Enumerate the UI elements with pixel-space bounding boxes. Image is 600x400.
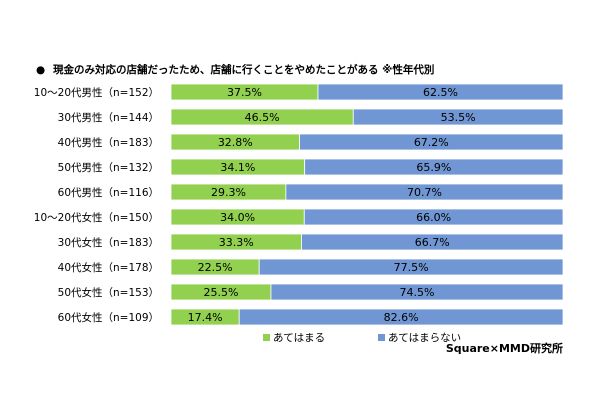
data-label: 22.5% [198, 261, 233, 274]
legend: あてはまる あてはまらない [263, 332, 461, 344]
data-label: 34.0% [220, 211, 255, 224]
source-credit: Square×MMD研究所 [446, 341, 563, 355]
data-label: 29.3% [211, 186, 246, 199]
bars-layer: 10～20代男性（n=152） 37.5% 62.5% 30代男性（n=144） 46.… [34, 83, 564, 326]
chart-title: 現金のみ対応の店舗だったため、店舗に行くことをやめたことがある ※性年代別 [53, 63, 434, 76]
category-label: 60代女性（n=109） [58, 311, 159, 324]
bar-segment [299, 133, 564, 151]
legend-swatch [263, 334, 270, 341]
category-label: 10～20代男性（n=152） [34, 86, 159, 99]
category-label: 30代女性（n=183） [58, 236, 159, 249]
data-label: 25.5% [204, 286, 239, 299]
data-label: 53.5% [441, 111, 476, 124]
bar-segment [258, 258, 564, 276]
title-bullet: ● [36, 64, 45, 76]
data-label: 77.5% [394, 261, 429, 274]
category-label: 30代男性（n=144） [58, 111, 159, 124]
data-label: 70.7% [407, 186, 442, 199]
data-label: 66.7% [415, 236, 450, 249]
category-label: 40代男性（n=183） [58, 136, 159, 149]
data-label: 82.6% [384, 311, 419, 324]
data-label: 66.0% [416, 211, 451, 224]
bar-segment [304, 158, 564, 176]
bar-segment [303, 208, 564, 226]
data-label: 33.3% [219, 236, 254, 249]
legend-label: あてはまる [273, 332, 325, 344]
data-label: 34.1% [220, 161, 255, 174]
data-label: 17.4% [188, 311, 223, 324]
bar-segment [238, 308, 564, 326]
legend-swatch [378, 334, 385, 341]
category-label: 50代女性（n=153） [58, 286, 159, 299]
bar-segment [352, 108, 564, 126]
category-label: 10～20代女性（n=150） [34, 211, 159, 224]
category-label: 50代男性（n=132） [58, 161, 159, 174]
bar-segment [301, 233, 564, 251]
data-label: 67.2% [414, 136, 449, 149]
bar-segment [317, 83, 564, 101]
category-label: 60代男性（n=116） [58, 186, 159, 199]
data-label: 62.5% [423, 86, 458, 99]
legend-label: あてはまらない [388, 332, 461, 344]
data-label: 74.5% [400, 286, 435, 299]
category-label: 40代女性（n=178） [58, 261, 159, 274]
data-label: 46.5% [245, 111, 280, 124]
bar-segment [270, 283, 564, 301]
data-label: 37.5% [227, 86, 262, 99]
data-label: 65.9% [416, 161, 451, 174]
data-label: 32.8% [218, 136, 253, 149]
bar-segment [285, 183, 564, 201]
